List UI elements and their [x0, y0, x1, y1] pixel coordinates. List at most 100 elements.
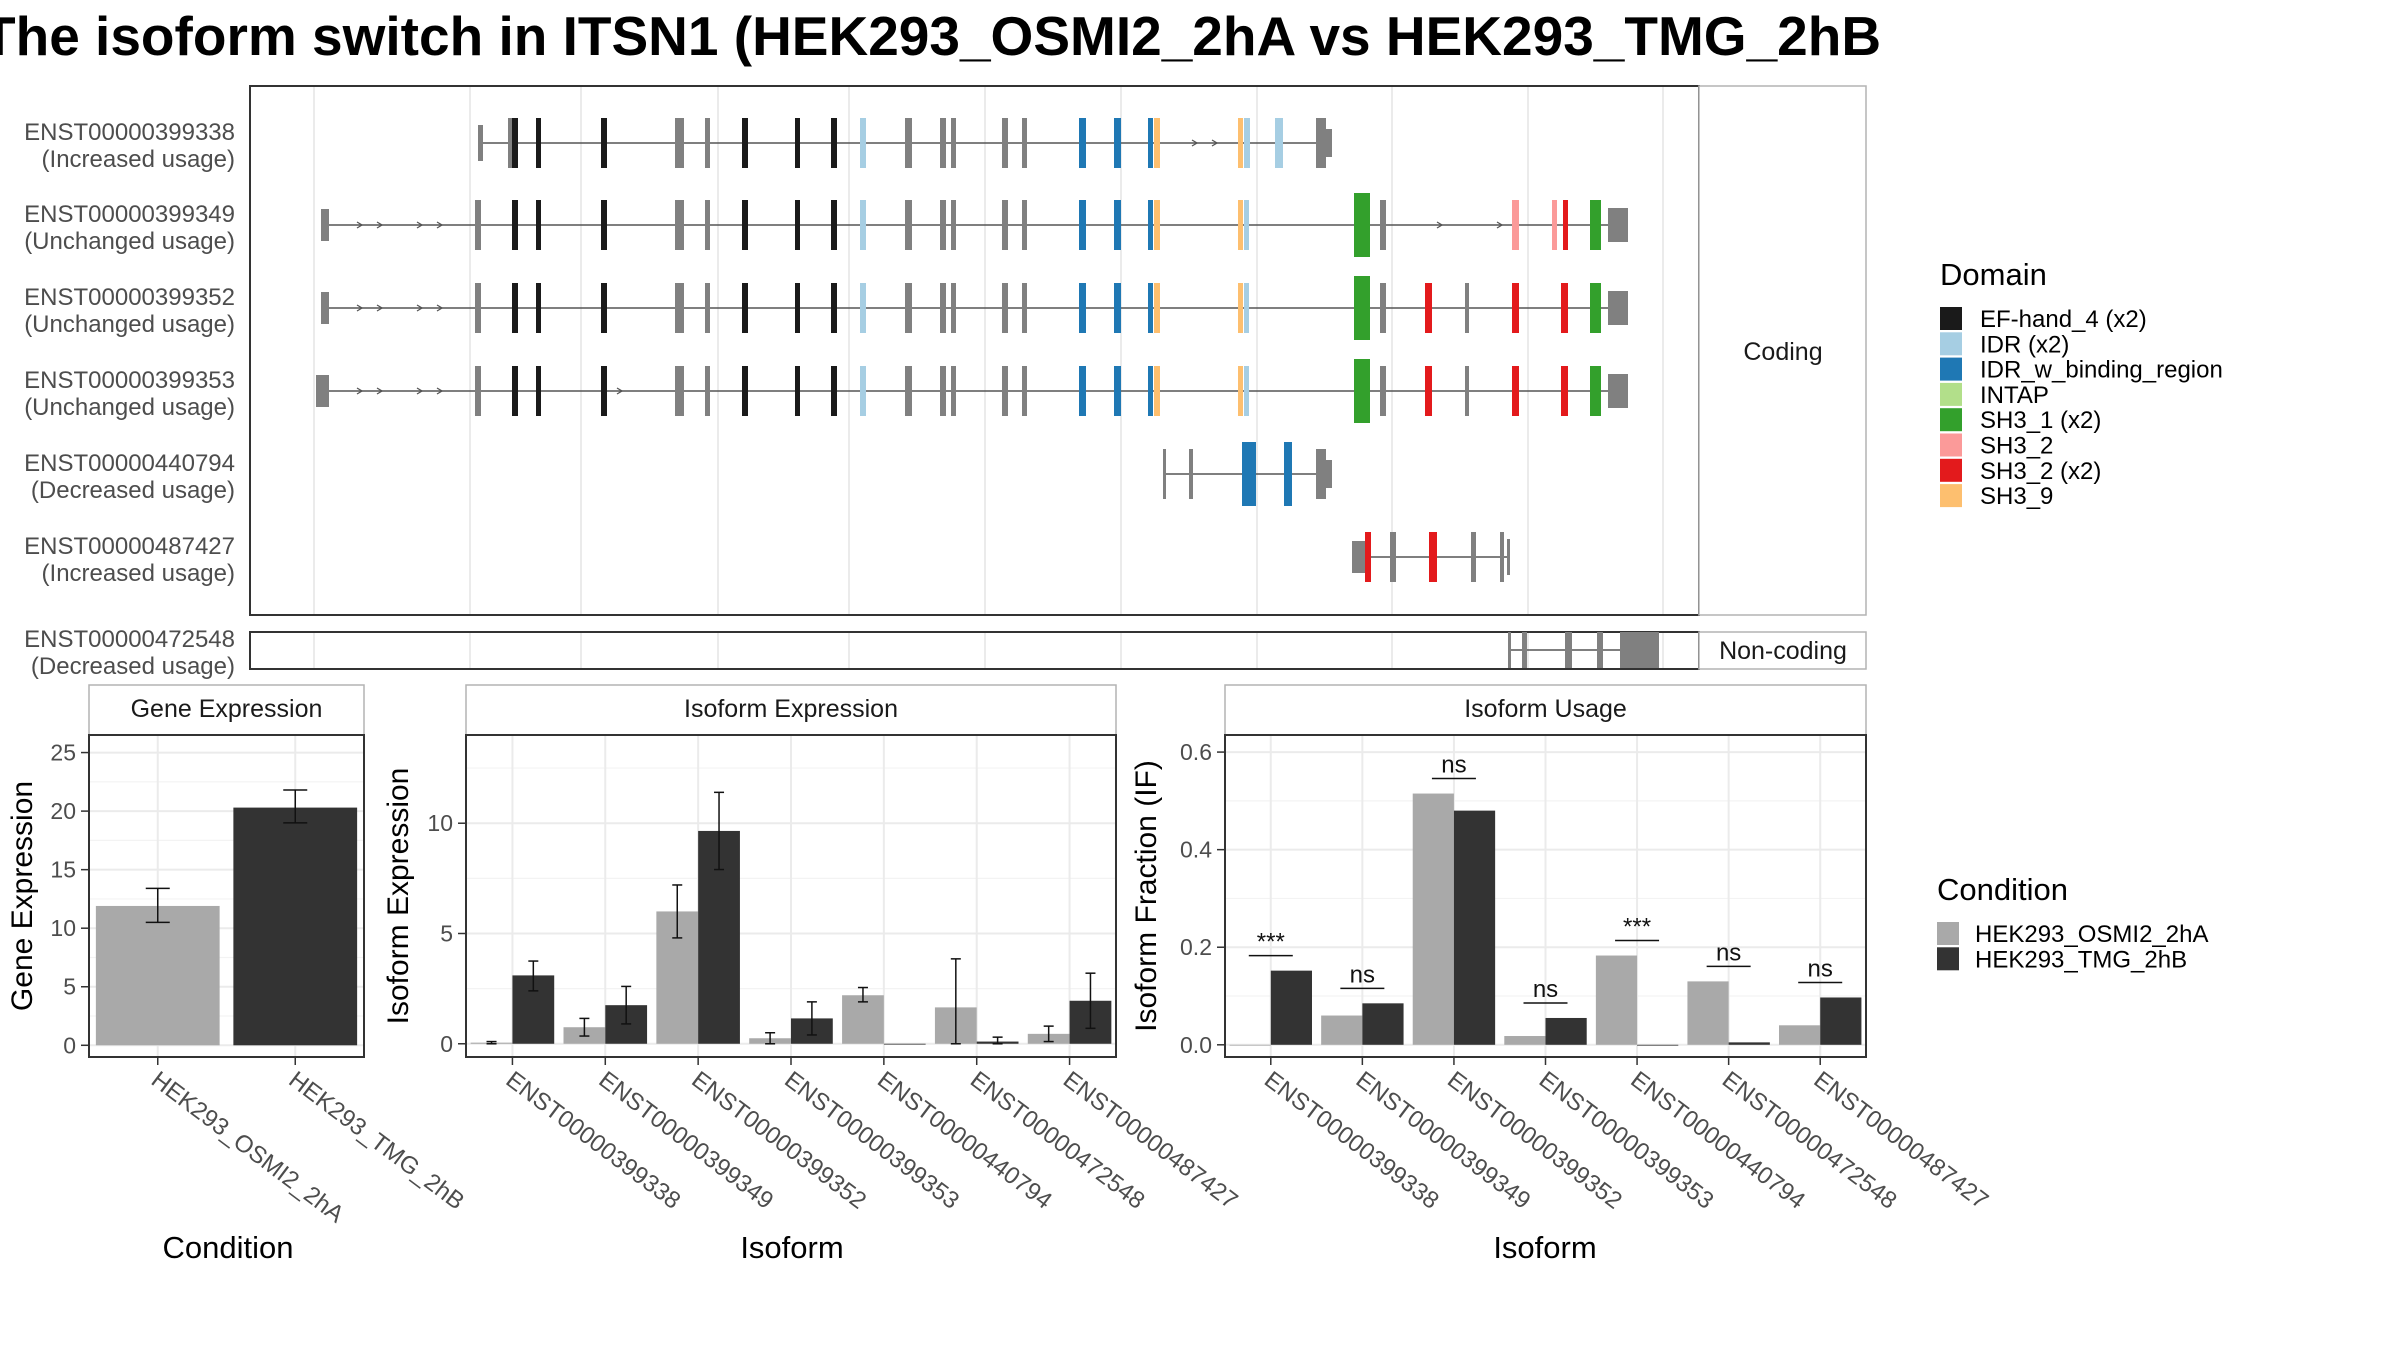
- exon: [940, 200, 946, 250]
- exon: [1148, 118, 1153, 168]
- y-tick-label: 15: [50, 857, 76, 883]
- exon: [860, 366, 866, 416]
- bar: [1595, 955, 1638, 1045]
- exon: [601, 366, 607, 416]
- exon: [795, 283, 800, 333]
- bar: [842, 995, 884, 1044]
- exon: [1079, 118, 1086, 168]
- exon: [1244, 118, 1250, 168]
- exon: [1608, 291, 1628, 325]
- exon: [1316, 118, 1326, 168]
- exon: [1590, 283, 1601, 333]
- x-axis-title: Condition: [163, 1230, 294, 1265]
- exon: [742, 283, 748, 333]
- exon: [675, 283, 684, 333]
- strand-arrow: [416, 221, 424, 229]
- domain-legend-swatch: [1940, 357, 1962, 381]
- domain-legend-swatch: [1940, 458, 1962, 482]
- exon: [1512, 283, 1519, 333]
- exon: [1114, 200, 1121, 250]
- exon: [508, 118, 512, 168]
- exon: [705, 283, 710, 333]
- significance-label: ns: [1350, 961, 1375, 988]
- bar: [1728, 1042, 1770, 1045]
- significance-label: ns: [1808, 955, 1833, 982]
- strand-arrow: [436, 304, 444, 312]
- figure-title: The isoform switch in ITSN1 (HEK293_OSMI…: [0, 5, 1881, 67]
- bar: [1779, 1025, 1821, 1045]
- panel-title: Isoform Usage: [1464, 695, 1627, 723]
- strand-arrow: [1496, 221, 1504, 229]
- exon: [1189, 449, 1193, 499]
- exon: [951, 283, 956, 333]
- isoform-usage-panel: Isoform Usage *** ns ns ns *** ns ns 0.0 0.2 0.4 0.…: [1130, 684, 1993, 1265]
- transcript-row: [478, 118, 1332, 168]
- exon: [1425, 283, 1432, 333]
- transcript-row: [1352, 532, 1510, 582]
- domain-legend-label: SH3_1 (x2): [1980, 407, 2101, 434]
- transcript-id-label: ENST00000487427: [24, 533, 235, 560]
- y-axis-title: Gene Expression: [6, 781, 39, 1011]
- exon: [1380, 366, 1386, 416]
- exon: [1590, 200, 1601, 250]
- exon: [705, 200, 710, 250]
- transcript-id-label: ENST00000399338: [24, 119, 235, 146]
- x-tick-label: ENST00000487427: [1058, 1066, 1243, 1214]
- exon: [1022, 366, 1027, 416]
- bar: [1321, 1015, 1363, 1045]
- exon: [1500, 532, 1504, 582]
- strand-arrow: [376, 387, 384, 395]
- domain-legend-label: IDR (x2): [1980, 331, 2069, 358]
- exon: [1079, 366, 1086, 416]
- transcript-usage-label: (Unchanged usage): [24, 228, 235, 255]
- domain-legend-swatch: [1940, 382, 1962, 406]
- transcript-row: [321, 193, 1628, 257]
- bar: [1687, 981, 1729, 1045]
- y-tick-label: 10: [50, 915, 76, 941]
- y-tick-label: 25: [50, 740, 76, 766]
- exon: [1590, 366, 1601, 416]
- exon: [601, 118, 607, 168]
- exon: [742, 366, 748, 416]
- panel-border: [88, 734, 365, 1058]
- exon: [1561, 283, 1568, 333]
- exon: [1354, 359, 1370, 423]
- strand-arrow: [1211, 139, 1219, 147]
- domain-legend-swatch: [1940, 332, 1962, 356]
- x-tick-label: ENST00000440794: [872, 1066, 1057, 1214]
- exon: [1154, 283, 1160, 333]
- condition-legend-swatch: [1937, 922, 1959, 945]
- exon: [1002, 118, 1008, 168]
- exon: [1079, 200, 1086, 250]
- exon: [675, 118, 684, 168]
- transcript-structure-plot: CodingNon-codingENST00000399338(Increase…: [24, 85, 1867, 680]
- condition-legend-swatch: [1937, 947, 1959, 971]
- exon: [1002, 200, 1008, 250]
- strand-arrow: [356, 221, 364, 229]
- domain-legend-label: IDR_w_binding_region: [1980, 357, 2223, 384]
- strand-arrow: [436, 387, 444, 395]
- exon: [940, 118, 946, 168]
- exon: [831, 283, 837, 333]
- exon: [1597, 632, 1603, 668]
- exon: [795, 200, 800, 250]
- exon: [1365, 532, 1371, 582]
- exon: [795, 118, 800, 168]
- exon: [1316, 449, 1326, 499]
- exon: [1238, 200, 1243, 250]
- exon: [1561, 366, 1568, 416]
- domain-legend-label: INTAP: [1980, 382, 2049, 409]
- panel-strip: [1224, 684, 1867, 736]
- exon: [1238, 118, 1243, 168]
- x-axis-title: Isoform: [1493, 1230, 1596, 1265]
- strand-arrow: [616, 387, 624, 395]
- exon: [1429, 532, 1437, 582]
- transcript-row: [1508, 632, 1659, 668]
- significance-label: ns: [1533, 976, 1558, 1003]
- y-tick-label: 0.0: [1180, 1032, 1212, 1058]
- domain-legend-swatch: [1940, 433, 1962, 457]
- exon: [1238, 283, 1243, 333]
- strand-arrow: [1191, 139, 1199, 147]
- exon: [1148, 200, 1153, 250]
- exon: [940, 283, 946, 333]
